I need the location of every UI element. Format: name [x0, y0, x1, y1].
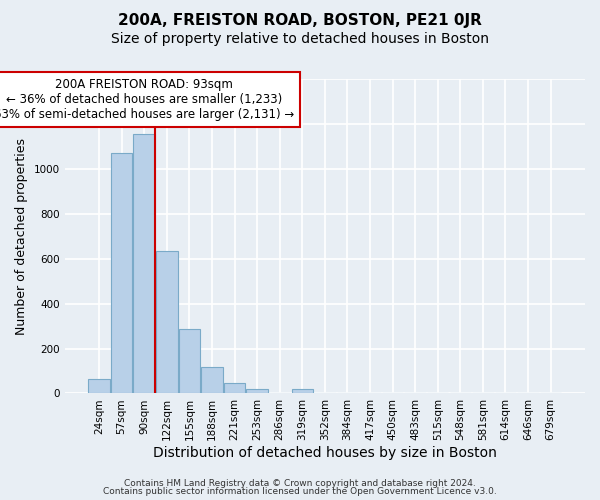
Bar [88, 379, 110, 394]
Bar [224, 383, 245, 394]
Bar [111, 153, 133, 394]
Bar [179, 330, 200, 394]
Bar [247, 389, 268, 394]
Text: 200A, FREISTON ROAD, BOSTON, PE21 0JR: 200A, FREISTON ROAD, BOSTON, PE21 0JR [118, 12, 482, 28]
Text: 200A FREISTON ROAD: 93sqm
← 36% of detached houses are smaller (1,233)
63% of se: 200A FREISTON ROAD: 93sqm ← 36% of detac… [0, 78, 295, 120]
Text: Contains HM Land Registry data © Crown copyright and database right 2024.: Contains HM Land Registry data © Crown c… [124, 478, 476, 488]
Bar [201, 366, 223, 394]
Bar [292, 389, 313, 394]
X-axis label: Distribution of detached houses by size in Boston: Distribution of detached houses by size … [153, 446, 497, 460]
Text: Contains public sector information licensed under the Open Government Licence v3: Contains public sector information licen… [103, 487, 497, 496]
Bar [133, 134, 155, 394]
Y-axis label: Number of detached properties: Number of detached properties [15, 138, 28, 334]
Text: Size of property relative to detached houses in Boston: Size of property relative to detached ho… [111, 32, 489, 46]
Bar [156, 251, 178, 394]
